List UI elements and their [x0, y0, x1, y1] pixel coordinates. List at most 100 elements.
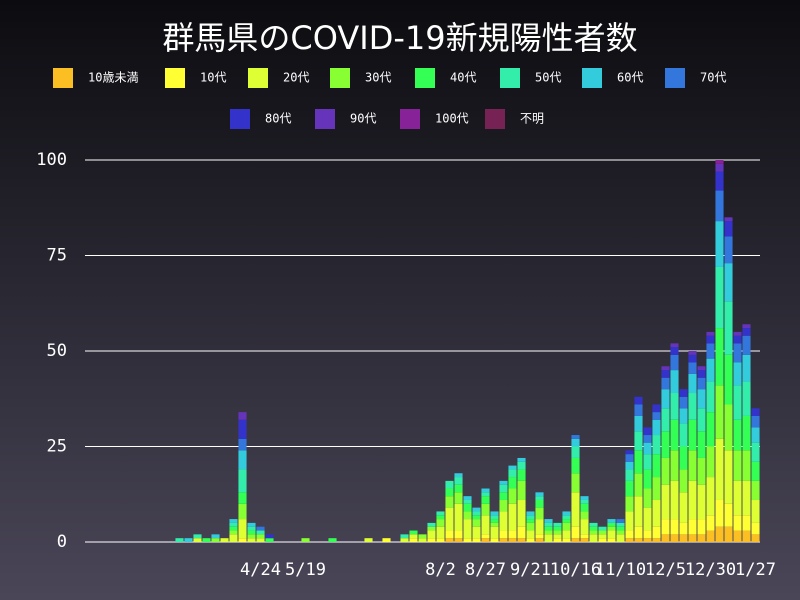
bar-segment	[625, 450, 634, 455]
bar-segment	[715, 171, 724, 191]
bar-segment	[517, 538, 526, 542]
bar-segment	[202, 538, 211, 542]
bar-segment	[247, 538, 256, 542]
bar-segment	[445, 538, 454, 542]
bar-segment	[652, 419, 661, 436]
bar-segment	[706, 381, 715, 413]
bar-segment	[463, 538, 472, 542]
bar-segment	[553, 538, 562, 542]
bar-segment	[742, 335, 751, 355]
bar-segment	[697, 377, 706, 390]
bar-segment	[670, 343, 679, 348]
legend-swatch	[400, 109, 420, 129]
bar-segment	[562, 511, 571, 516]
bar-segment	[472, 526, 481, 539]
bar-segment	[490, 538, 499, 542]
bar-segment	[733, 419, 742, 451]
bar-segment	[634, 415, 643, 432]
bar-segment	[481, 538, 490, 542]
bar-segment	[211, 534, 220, 539]
bar-segment	[427, 526, 436, 531]
bar-segment	[733, 362, 742, 386]
bar-segment	[706, 477, 715, 516]
bar-segment	[193, 534, 202, 539]
bar-segment	[526, 538, 535, 542]
bar-segment	[571, 473, 580, 493]
legend-swatch	[485, 109, 505, 129]
bar-segment	[670, 347, 679, 355]
bar-segment	[688, 354, 697, 363]
bar-segment	[256, 530, 265, 535]
bar-segment	[634, 431, 643, 451]
bar-segment	[418, 534, 427, 539]
bar-segment	[733, 343, 742, 363]
bar-segment	[562, 515, 571, 520]
bar-segment	[661, 457, 670, 485]
bar-segment	[724, 236, 733, 264]
bar-segment	[724, 217, 733, 222]
bar-segment	[625, 480, 634, 497]
bar-segment	[544, 519, 553, 523]
x-tick-label: 10/16	[550, 560, 601, 580]
bar-segment	[607, 530, 616, 539]
bar-segment	[229, 522, 238, 527]
bar-segment	[580, 499, 589, 504]
bar-segment	[562, 538, 571, 542]
bar-segment	[706, 358, 715, 382]
bar-segment	[490, 526, 499, 539]
bar-segment	[733, 530, 742, 542]
legend-label: 10代	[200, 71, 226, 85]
bar-segment	[715, 221, 724, 267]
bar-segment	[517, 480, 526, 500]
bar-segment	[679, 408, 688, 424]
bar-segment	[643, 538, 652, 542]
bar-segment	[661, 408, 670, 432]
x-tick-label: 12/5	[645, 560, 686, 580]
legend-swatch	[165, 68, 185, 88]
bar-segment	[481, 503, 490, 516]
bar-segment	[706, 530, 715, 542]
bar-segment	[247, 530, 256, 535]
bar-segment	[652, 477, 661, 500]
bar-segment	[193, 538, 202, 542]
bar-segment	[643, 454, 652, 470]
bar-segment	[670, 534, 679, 542]
bar-segment	[463, 496, 472, 500]
bar-segment	[481, 488, 490, 493]
bar-segment	[688, 534, 697, 542]
bar-segment	[697, 457, 706, 485]
bar-segment	[697, 484, 706, 520]
bar-segment	[661, 366, 670, 371]
bar-segment	[256, 538, 265, 542]
bar-segment	[535, 496, 544, 500]
bar-segment	[463, 503, 472, 512]
bar-segment	[733, 385, 742, 420]
bar-segment	[679, 396, 688, 409]
bar-segment	[562, 522, 571, 531]
bar-segment	[517, 457, 526, 462]
bar-segment	[688, 351, 697, 355]
bar-segment	[364, 538, 373, 542]
bar-segment	[499, 484, 508, 493]
bar-segment	[499, 538, 508, 542]
x-tick-label: 8/2	[425, 560, 456, 580]
bar-segment	[688, 373, 697, 394]
bar-segment	[580, 511, 589, 520]
bar-segment	[589, 530, 598, 535]
bar-segment	[616, 526, 625, 531]
bar-segment	[553, 534, 562, 539]
bar-segment	[526, 530, 535, 539]
bar-segment	[445, 496, 454, 508]
bar-segment	[544, 534, 553, 542]
bar-segment	[706, 412, 715, 447]
bar-segment	[517, 461, 526, 470]
legend-label: 80代	[265, 112, 291, 126]
legend-swatch	[53, 68, 73, 88]
bar-segment	[229, 530, 238, 535]
bar-segment	[580, 496, 589, 500]
bar-segment	[517, 469, 526, 481]
bar-segment	[256, 534, 265, 539]
bar-segment	[571, 457, 580, 474]
